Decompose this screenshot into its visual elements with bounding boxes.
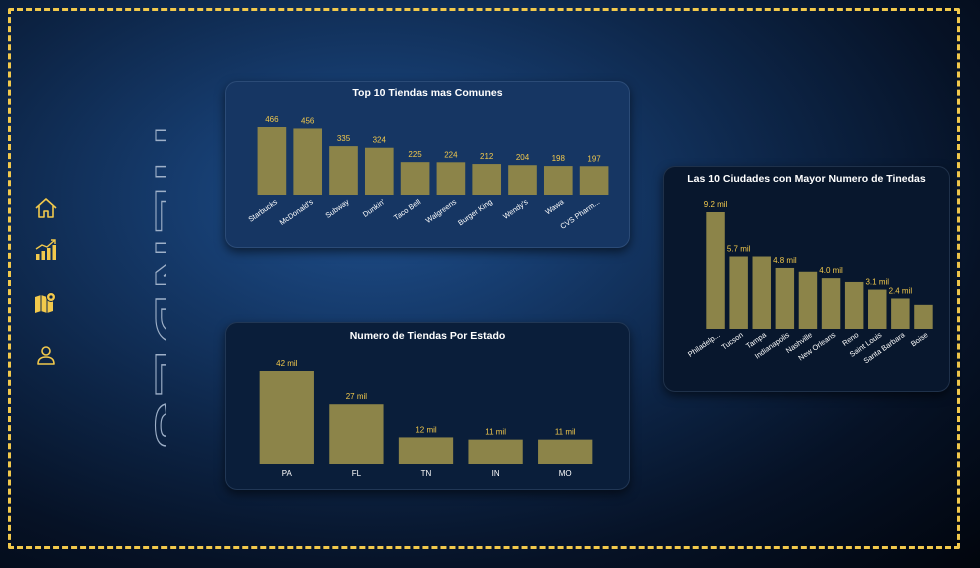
tick-label: Taco Bell — [392, 197, 422, 222]
data-label: 466 — [265, 115, 279, 124]
chart-panel-stores-by-state: Numero de Tiendas Por Estado 42 mil PA 27 … — [225, 322, 630, 490]
data-label: 4.0 mil — [819, 266, 843, 275]
chart-title: Las 10 Ciudades con Mayor Numero de Tine… — [687, 173, 926, 185]
bar[interactable] — [259, 371, 314, 464]
tick-label: PA — [282, 469, 293, 478]
data-label: 2.4 mil — [889, 286, 913, 295]
data-label: 335 — [337, 134, 351, 143]
data-label: 12 mil — [415, 425, 437, 434]
bar[interactable] — [400, 162, 430, 195]
data-label: 3.1 mil — [865, 278, 889, 287]
home-icon[interactable] — [33, 195, 59, 221]
tick-label: FL — [352, 469, 362, 478]
data-label: 204 — [516, 153, 530, 162]
bar[interactable] — [775, 267, 795, 329]
brand-title: TIENDES — [96, 112, 202, 457]
bar[interactable] — [844, 281, 864, 329]
bar[interactable] — [508, 165, 537, 195]
map-icon[interactable] — [33, 289, 59, 315]
bar[interactable] — [293, 128, 323, 195]
tick-label: Starbucks — [247, 197, 280, 224]
data-label: 42 mil — [276, 359, 298, 368]
bar[interactable] — [543, 166, 573, 195]
bar-chart: 466 Starbucks 456 McDonald's 335 Subway 324 Dun… — [247, 115, 609, 231]
dashboard-frame — [8, 8, 960, 549]
data-label: 212 — [480, 152, 494, 161]
user-icon[interactable] — [33, 342, 59, 368]
bar[interactable] — [468, 439, 523, 464]
bar[interactable] — [821, 278, 841, 329]
data-label: 224 — [444, 150, 458, 159]
chart-panel-top10-cities: Las 10 Ciudades con Mayor Numero de Tine… — [663, 166, 950, 392]
bar[interactable] — [329, 404, 384, 464]
bar[interactable] — [706, 212, 725, 329]
bar[interactable] — [538, 439, 593, 464]
data-label: 11 mil — [485, 428, 506, 437]
tick-label: Burger King — [456, 197, 494, 227]
tick-label: Wendy's — [501, 197, 530, 221]
tick-label: Tucson — [720, 330, 745, 351]
tick-label: MO — [559, 469, 572, 478]
data-label: 27 mil — [346, 392, 368, 401]
chart-title: Top 10 Tiendas mas Comunes — [352, 87, 503, 99]
chart-icon[interactable] — [33, 237, 59, 263]
chart-panel-top10-stores: Top 10 Tiendas mas Comunes 466 Starbucks 4… — [225, 81, 630, 248]
bar[interactable] — [914, 304, 933, 329]
tick-label: Philadelp... — [686, 330, 722, 359]
bar[interactable] — [472, 164, 502, 195]
data-label: 4.8 mil — [773, 256, 797, 265]
data-label: 198 — [552, 154, 566, 163]
data-label: 9.2 mil — [704, 200, 728, 209]
tick-label: TN — [421, 469, 432, 478]
data-label: 456 — [301, 116, 315, 125]
tick-label: McDonald's — [278, 197, 315, 227]
bar[interactable] — [798, 271, 818, 329]
tick-label: Walgreens — [424, 197, 459, 225]
tick-label: CVS Pharm... — [559, 197, 602, 231]
bar-chart: 42 mil PA 27 mil FL 12 mil TN 11 mil IN 11 mil MO — [259, 359, 593, 478]
brand-title-text: TIENDES — [144, 114, 166, 454]
tick-label: Wawa — [543, 197, 566, 217]
bar[interactable] — [257, 127, 287, 195]
bar[interactable] — [579, 166, 609, 195]
bar[interactable] — [436, 162, 466, 195]
data-label: 225 — [408, 150, 422, 159]
data-label: 11 mil — [555, 428, 576, 437]
data-label: 324 — [373, 136, 387, 145]
bar[interactable] — [752, 256, 771, 329]
tick-label: IN — [492, 469, 500, 478]
tick-label: Subway — [324, 197, 351, 220]
bar[interactable] — [729, 256, 748, 329]
bar[interactable] — [364, 147, 394, 195]
bar[interactable] — [398, 437, 454, 464]
bar[interactable] — [868, 289, 887, 329]
tick-label: Dunkin' — [361, 197, 387, 219]
data-label: 5.7 mil — [727, 245, 751, 254]
data-label: 197 — [587, 154, 601, 163]
tick-label: Boise — [909, 330, 930, 348]
bar[interactable] — [329, 146, 358, 195]
bar[interactable] — [891, 298, 910, 329]
chart-title: Numero de Tiendas Por Estado — [349, 330, 506, 342]
